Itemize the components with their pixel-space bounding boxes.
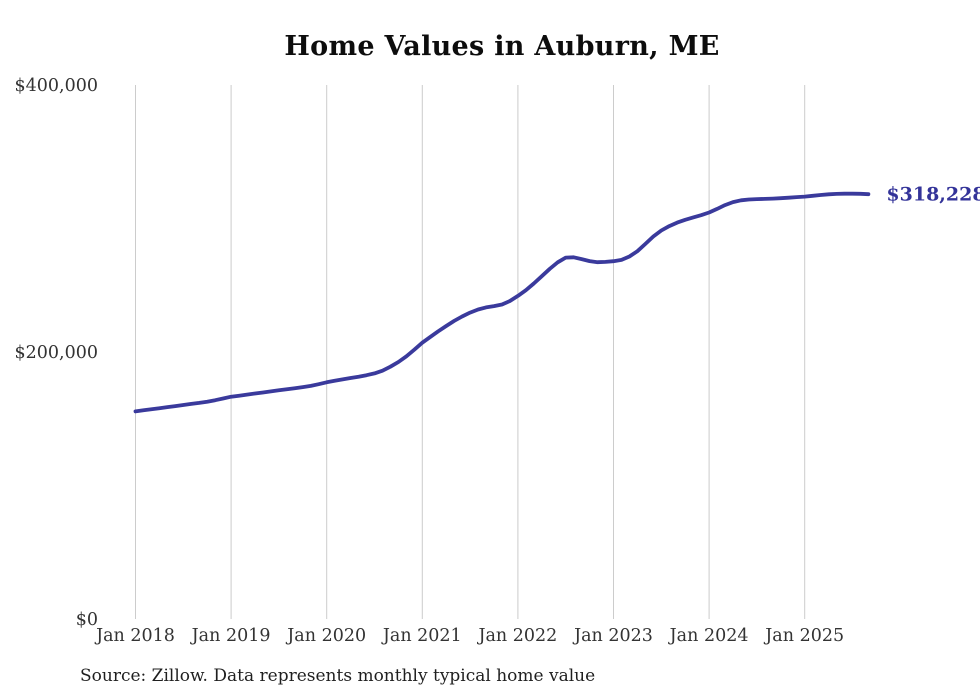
final-value-label: $318,228: [886, 184, 980, 206]
y-tick-label: $200,000: [14, 343, 98, 363]
x-tick-label: Jan 2019: [190, 626, 271, 646]
x-tick-label: Jan 2025: [763, 626, 844, 646]
x-tick-label: Jan 2018: [94, 626, 175, 646]
x-tick-label: Jan 2021: [381, 626, 462, 646]
y-tick-label: $0: [76, 610, 98, 630]
x-tick-label: Jan 2024: [668, 626, 749, 646]
home-value-line: [133, 191, 871, 414]
source-note: Source: Zillow. Data represents monthly …: [80, 666, 596, 686]
x-tick-label: Jan 2023: [572, 626, 653, 646]
x-tick-label: Jan 2020: [285, 626, 366, 646]
chart-title: Home Values in Auburn, ME: [284, 31, 720, 62]
x-tick-label: Jan 2022: [476, 626, 557, 646]
y-tick-label: $400,000: [14, 76, 98, 96]
